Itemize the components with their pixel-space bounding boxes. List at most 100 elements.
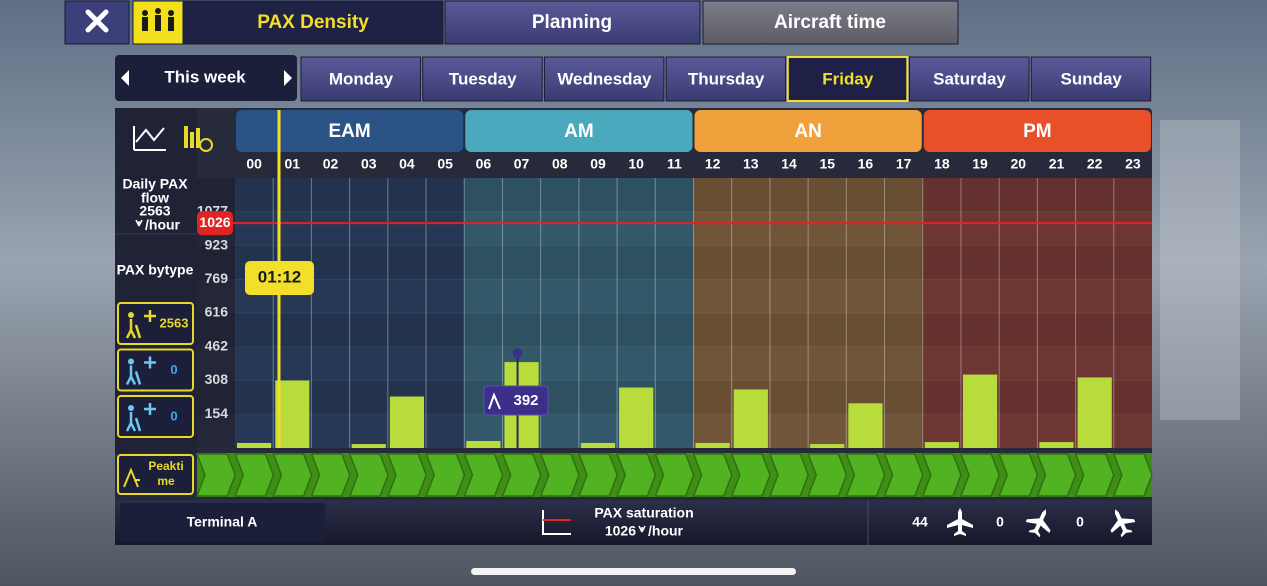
x-tick-label: 21 [1049,156,1065,172]
x-tick-label: 06 [476,156,492,172]
person-icon [135,219,143,227]
pax-type-count: 2563 [160,315,189,330]
plane-mini [144,310,156,322]
day-tab[interactable] [1030,56,1152,102]
time-cursor-label: 01:12 [258,267,301,286]
chart: EAM AM AN PM 00 01 02 03 04 05 06 07 08 09 10 11 12 13 14 1… [197,110,1152,448]
day-tab[interactable] [422,56,543,102]
bar [619,387,654,448]
pax-icon [142,8,174,31]
period-header [923,110,1151,152]
bar [810,444,845,448]
x-tick-label: 19 [972,156,988,172]
y-tick-label: 923 [205,236,229,252]
side-info: Daily PAX flow 2563 /hour PAX bytype [115,176,197,278]
peak-marker [512,348,523,359]
pax-type-box[interactable] [117,395,194,438]
bar [1039,442,1074,448]
prev-week-arrow[interactable] [121,70,129,86]
day-label: Friday [822,69,874,88]
day-tab[interactable] [543,56,665,102]
pax-type-box[interactable] [117,348,194,392]
chevron [272,453,313,497]
chevron [883,453,924,497]
chevron [807,453,848,497]
period-label: AM [564,121,594,142]
plane-icon [1110,509,1136,538]
x-tick-label: 07 [514,156,530,172]
x-tick-label: 11 [667,156,682,172]
tab-pax-density[interactable] [182,0,444,45]
row-shade [197,313,1152,347]
bar [389,396,425,448]
row-shade [197,380,1152,415]
x-tick-label: 22 [1087,156,1103,172]
header-icons [133,126,213,152]
y-tick-label: 616 [205,304,229,320]
day-tab[interactable] [665,56,787,102]
row-shade [197,178,1152,212]
day-tabs: Monday Tuesday Wednesday Thursday Friday Satu… [300,56,1152,102]
chevron [539,453,580,497]
x-tick-label: 20 [1010,156,1026,172]
x-tick-label: 10 [628,156,644,172]
y-tick-label: 308 [205,371,229,387]
x-tick-label: 17 [896,156,912,172]
chevron [1112,453,1153,497]
next-week-arrow[interactable] [284,70,292,86]
type-boxes: 2563 0 0 [117,302,194,438]
bar [1077,377,1112,448]
tab-planning[interactable] [444,0,701,45]
period-label: PM [1023,121,1052,142]
bytype-label: PAX bytype [117,262,194,278]
bar [275,380,310,448]
plane-icon [1025,509,1051,538]
chevron [921,453,962,497]
chevron [998,453,1039,497]
day-tab[interactable] [786,56,909,102]
traveller-icon [125,412,142,432]
bar [580,442,616,448]
daily-flow-label: flow [141,190,169,206]
saturation-label: PAX saturation [594,505,693,521]
row-shade [197,245,1152,280]
week-selector: This week [115,55,297,101]
tab-label: Planning [532,12,612,33]
peak-label: me [157,474,175,488]
daily-flow-label: Daily PAX [122,176,188,192]
period-header [694,110,922,152]
x-tick-label: 18 [934,156,950,172]
y-tick-label: 154 [205,405,229,421]
per-hour: /hour [648,523,684,539]
timeline-band [195,453,1153,497]
footer: Terminal A PAX saturation 1026 /hour [115,500,1152,545]
day-tab[interactable] [909,56,1030,102]
chevron [692,453,733,497]
chevron [654,453,695,497]
day-label: Saturday [933,69,1006,88]
y-tick-label: 462 [205,337,229,353]
x-tick-label: 02 [323,156,339,172]
plane-mini [144,403,156,415]
chevron [425,453,466,497]
x-tick-label: 00 [246,156,262,172]
day-label: Wednesday [557,69,652,88]
chevron [310,453,351,497]
tab-aircraft-time[interactable] [702,0,959,45]
day-tab[interactable] [300,56,421,102]
week-label: This week [164,67,246,86]
bar [924,442,959,448]
saturation-value: 1026 [199,214,230,230]
chevron [959,453,1001,497]
bar [237,442,272,448]
chevron [463,453,504,497]
home-indicator [471,568,796,575]
terminal-button[interactable] [120,503,325,542]
traveller-head [128,358,134,365]
pax-type-count: 0 [170,408,177,423]
plane-icon [947,508,973,536]
bar [848,403,883,448]
saturation-value: 1026 [605,523,636,539]
pax-type-box[interactable] [117,302,194,345]
aircraft-count: 44 [912,514,928,530]
